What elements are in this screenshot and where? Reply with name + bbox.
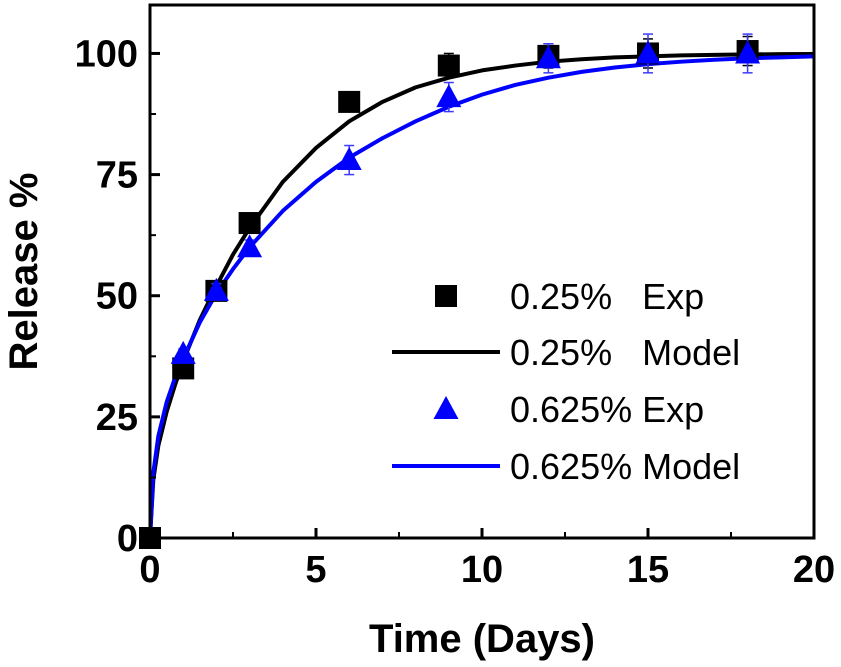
data-point — [170, 340, 196, 364]
x-tick-label: 15 — [627, 549, 669, 591]
data-point — [635, 40, 661, 64]
legend-item-2: 0.625% Exp — [433, 389, 704, 430]
data-point — [336, 147, 362, 171]
data-point — [237, 234, 263, 258]
x-tick-label: 20 — [793, 549, 835, 591]
plot-content — [139, 33, 815, 549]
legend-item-3: 0.625% Model — [392, 446, 740, 487]
data-point — [238, 212, 261, 235]
legend-label: 0.625% Exp — [510, 389, 704, 430]
y-tick-label: 25 — [96, 397, 138, 439]
data-point — [437, 54, 460, 77]
data-point — [338, 90, 361, 113]
y-tick-label: 50 — [96, 276, 138, 318]
data-point — [735, 40, 761, 64]
x-axis-title: Time (Days) — [369, 617, 595, 661]
legend-item-1: 0.25% Model — [392, 332, 740, 373]
legend-item-0: 0.25% Exp — [435, 276, 704, 317]
legend: 0.25% Exp 0.25% Model 0.625% Exp 0.625% Mod… — [392, 276, 740, 487]
y-tick-label: 75 — [96, 155, 138, 197]
x-tick-label: 0 — [139, 549, 160, 591]
y-tick-labels: 0 25 50 75 100 — [75, 33, 138, 560]
legend-label: 0.625% Model — [510, 446, 740, 487]
y-axis-title: Release % — [2, 173, 46, 371]
x-tick-labels: 0 5 10 15 20 — [139, 549, 835, 591]
legend-marker-swatch — [433, 396, 459, 419]
axis-ticks — [148, 51, 816, 540]
x-tick-label: 10 — [461, 549, 503, 591]
legend-marker-swatch — [435, 285, 457, 307]
legend-label: 0.25% Model — [510, 332, 740, 373]
x-tick-label: 5 — [305, 549, 326, 591]
y-tick-label: 0 — [117, 518, 138, 560]
series-points-2 — [170, 33, 761, 364]
data-point — [436, 84, 462, 108]
y-tick-label: 100 — [75, 33, 138, 75]
legend-label: 0.25% Exp — [510, 276, 704, 317]
data-point — [203, 277, 229, 301]
data-point — [535, 45, 561, 69]
